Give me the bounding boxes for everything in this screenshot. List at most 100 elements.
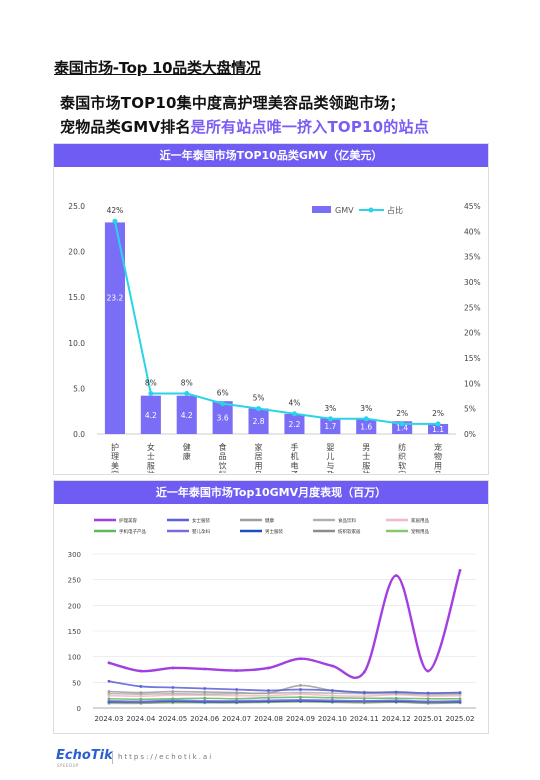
series-point [235,669,239,672]
share-value-label: 2% [432,409,444,418]
gmv-bar [248,408,269,434]
gmv-bar [140,395,161,434]
category-label-char: 装 [362,470,370,473]
series-line [108,691,461,696]
series-point [107,690,111,693]
series-point [139,669,143,673]
share-point [184,390,190,396]
gmv-bar [356,419,377,434]
line-chart-title: 近一年泰国市场Top10GMV月度表现（百万） [54,481,488,504]
category-label-char: 用 [255,461,263,470]
gmv-bar [320,418,341,434]
share-value-label: 5% [253,394,265,403]
series-point [458,569,462,572]
y-tick-label: 0 [77,705,81,713]
category-label-char: 服 [362,461,370,470]
series-point [267,698,270,702]
series-point [458,691,462,694]
share-point [112,218,118,224]
bar-value-label: 4.2 [145,411,157,420]
series-point [330,694,334,698]
share-point [327,416,333,422]
y-right-tick-label: 30% [464,278,481,287]
y-left-tick-label: 10.0 [68,339,85,348]
y-right-tick-label: 45% [464,202,481,211]
legend-label: 食品饮料 [338,517,356,524]
x-tick-label: 2024.08 [254,715,283,723]
series-point [267,696,270,700]
x-tick-label: 2024.06 [190,715,219,723]
y-left-tick-label: 15.0 [68,293,85,302]
category-label-char: 织 [398,451,406,461]
series-point [458,697,462,701]
series-point [139,699,143,703]
series-line [108,700,461,703]
legend-label: 女士服装 [192,517,210,524]
series-point [394,698,398,702]
series-point [107,679,111,683]
series-point [330,664,334,668]
series-point [330,698,334,702]
bar-value-label: 1.4 [396,424,408,433]
category-label-char: 与 [326,461,334,470]
x-tick-label: 2024.11 [350,715,379,723]
category-label-char: 士 [147,451,155,461]
gmv-bar-chart: 0.0 5.0 10.0 15.0 20.0 25.0 0% 5% 10% 15% 20% 25% 30… [68,202,481,498]
share-point [399,421,405,427]
share-point [148,390,154,396]
series-point [299,684,302,687]
category-label-char: 康 [183,451,191,461]
series-point [171,697,175,701]
logo-subtext: SPEEDUP [57,763,79,768]
share-value-label: 3% [324,404,336,413]
series-point [107,697,111,701]
y-left-tick-label: 20.0 [68,248,85,257]
gmv-bar [104,222,126,434]
y-right-tick-label: 25% [464,303,481,312]
gmv-bar [284,413,305,434]
category-label-char: 婴 [326,443,334,452]
series-point [394,696,398,700]
y-tick-label: 300 [68,551,81,559]
series-point [139,694,143,698]
series-point [267,689,270,692]
share-value-label: 8% [181,378,193,387]
series-point [299,698,302,702]
legend-share-label: 占比 [387,205,403,215]
category-label-char: 男 [362,443,370,452]
legend-gmv-swatch [312,206,331,213]
footer-url[interactable]: https://echotik.ai [118,753,214,761]
page-title: 泰国市场-Top 10品类大盘情况 [54,59,261,77]
series-point [203,699,207,703]
series-point [394,690,398,694]
y-right-tick-label: 20% [464,329,481,338]
echotik-logo: EchoTik [56,748,113,763]
series-point [362,691,366,694]
legend-label: 婴儿孕妇 [192,528,210,535]
share-value-label: 42% [107,206,124,215]
category-label-char: 儿 [326,452,334,461]
category-label-char: 品 [434,471,442,473]
series-point [362,696,366,700]
y-left-tick-label: 5.0 [73,384,85,393]
category-label-char: 子 [290,471,298,473]
share-value-label: 8% [145,378,157,387]
x-tick-label: 2025.02 [446,715,475,723]
series-point [426,699,430,703]
series-point [235,699,239,703]
bar-value-label: 4.2 [181,411,193,420]
share-point [220,401,226,407]
series-point [330,696,334,700]
series-line [108,693,461,698]
series-point [139,691,143,694]
series-point [139,685,143,688]
x-tick-label: 2024.05 [158,715,187,723]
gmv-bar [427,423,449,434]
y-right-tick-label: 40% [464,227,481,236]
series-point [267,694,270,698]
bar-value-label: 1.6 [360,423,372,432]
series-point [362,694,366,698]
category-label-char: 家 [398,470,406,473]
category-label-char: 软 [398,460,406,470]
